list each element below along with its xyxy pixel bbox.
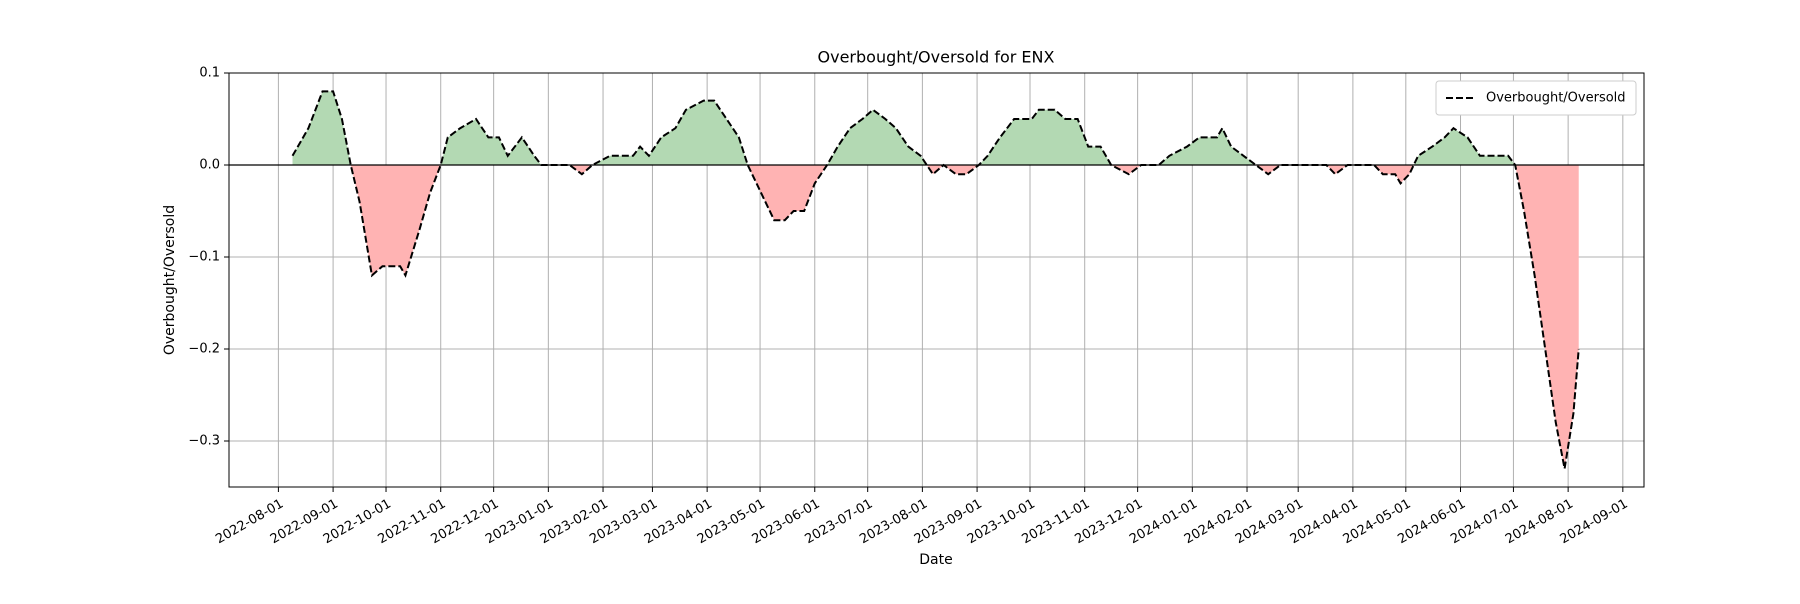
- chart-title: Overbought/Oversold for ENX: [818, 48, 1055, 67]
- plot-frame: [228, 72, 1645, 488]
- legend-label: Overbought/Oversold: [1486, 91, 1626, 106]
- y-tick-label: 0.1: [199, 66, 220, 81]
- x-axis-label: Date: [919, 552, 952, 568]
- line: [291, 90, 1580, 469]
- positive-area: [292, 91, 1579, 165]
- y-axis-label: Overbought/Oversold: [162, 205, 178, 355]
- y-tick-label: −0.2: [188, 342, 220, 357]
- negative-area: [292, 165, 1579, 469]
- y-tick-label: −0.3: [188, 434, 220, 449]
- y-tick-label: 0.0: [199, 158, 220, 173]
- y-tick-label: −0.1: [188, 250, 220, 265]
- legend-box: [1435, 80, 1637, 116]
